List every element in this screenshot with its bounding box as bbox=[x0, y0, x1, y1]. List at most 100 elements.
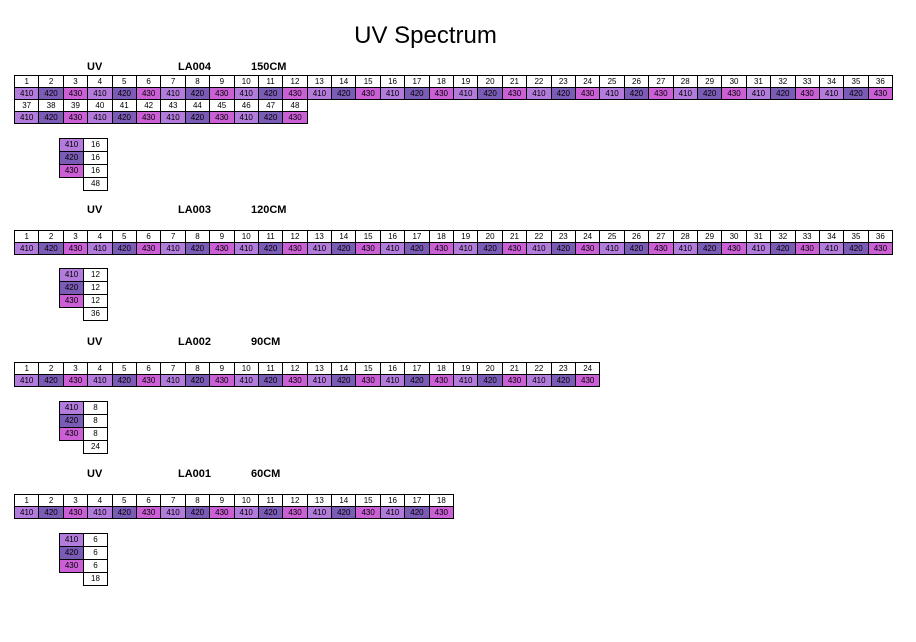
wavelength-value-cell[interactable]: 430 bbox=[355, 87, 381, 100]
wavelength-value-cell[interactable]: 410 bbox=[306, 374, 333, 387]
position-number-cell[interactable]: 29 bbox=[696, 75, 723, 88]
position-number-cell[interactable]: 34 bbox=[818, 230, 845, 243]
position-number-cell[interactable]: 21 bbox=[501, 230, 528, 243]
wavelength-value-cell[interactable]: 430 bbox=[209, 111, 235, 124]
wavelength-value-cell[interactable]: 430 bbox=[282, 506, 308, 519]
position-number-cell[interactable]: 1 bbox=[13, 230, 40, 243]
summary-wavelength-cell[interactable]: 410 bbox=[59, 533, 84, 547]
position-number-cell[interactable]: 24 bbox=[574, 362, 601, 375]
wavelength-value-cell[interactable]: 420 bbox=[843, 87, 869, 100]
wavelength-value-cell[interactable]: 410 bbox=[453, 374, 479, 387]
wavelength-value-cell[interactable]: 420 bbox=[550, 374, 576, 387]
wavelength-value-cell[interactable]: 410 bbox=[233, 242, 259, 255]
wavelength-value-cell[interactable]: 430 bbox=[867, 87, 894, 100]
position-number-cell[interactable]: 12 bbox=[282, 230, 308, 243]
position-number-cell[interactable]: 36 bbox=[867, 230, 894, 243]
position-number-cell[interactable]: 12 bbox=[282, 75, 308, 88]
position-number-cell[interactable]: 46 bbox=[233, 99, 259, 112]
wavelength-value-cell[interactable]: 430 bbox=[62, 374, 89, 387]
position-number-cell[interactable]: 17 bbox=[404, 230, 430, 243]
wavelength-value-cell[interactable]: 430 bbox=[574, 242, 601, 255]
position-number-cell[interactable]: 16 bbox=[379, 362, 406, 375]
wavelength-value-cell[interactable]: 430 bbox=[648, 87, 674, 100]
wavelength-value-cell[interactable]: 420 bbox=[623, 242, 650, 255]
position-number-cell[interactable]: 9 bbox=[209, 75, 235, 88]
position-number-cell[interactable]: 15 bbox=[355, 230, 381, 243]
position-number-cell[interactable]: 35 bbox=[843, 75, 869, 88]
wavelength-value-cell[interactable]: 420 bbox=[111, 242, 137, 255]
position-number-cell[interactable]: 18 bbox=[428, 75, 455, 88]
position-number-cell[interactable]: 19 bbox=[453, 75, 479, 88]
wavelength-value-cell[interactable]: 430 bbox=[282, 87, 308, 100]
position-number-cell[interactable]: 7 bbox=[160, 362, 186, 375]
position-number-cell[interactable]: 2 bbox=[38, 494, 64, 507]
wavelength-value-cell[interactable]: 410 bbox=[87, 242, 113, 255]
position-number-cell[interactable]: 15 bbox=[355, 494, 381, 507]
summary-count-cell[interactable]: 6 bbox=[83, 533, 108, 547]
position-number-cell[interactable]: 10 bbox=[233, 494, 259, 507]
wavelength-value-cell[interactable]: 430 bbox=[721, 87, 747, 100]
wavelength-value-cell[interactable]: 430 bbox=[282, 111, 308, 124]
wavelength-value-cell[interactable]: 410 bbox=[233, 87, 259, 100]
summary-wavelength-cell[interactable]: 420 bbox=[59, 546, 84, 560]
wavelength-value-cell[interactable]: 410 bbox=[672, 242, 698, 255]
position-number-cell[interactable]: 3 bbox=[62, 230, 89, 243]
position-number-cell[interactable]: 26 bbox=[623, 230, 650, 243]
position-number-cell[interactable]: 8 bbox=[184, 494, 211, 507]
wavelength-value-cell[interactable]: 430 bbox=[355, 242, 381, 255]
wavelength-value-cell[interactable]: 410 bbox=[160, 374, 186, 387]
wavelength-value-cell[interactable]: 410 bbox=[745, 87, 772, 100]
wavelength-value-cell[interactable]: 410 bbox=[13, 87, 40, 100]
position-number-cell[interactable]: 10 bbox=[233, 362, 259, 375]
wavelength-value-cell[interactable]: 410 bbox=[379, 242, 406, 255]
summary-count-cell[interactable]: 8 bbox=[83, 427, 108, 441]
wavelength-value-cell[interactable]: 420 bbox=[38, 87, 64, 100]
wavelength-value-cell[interactable]: 410 bbox=[233, 111, 259, 124]
wavelength-value-cell[interactable]: 410 bbox=[87, 374, 113, 387]
wavelength-value-cell[interactable]: 420 bbox=[111, 111, 137, 124]
position-number-cell[interactable]: 13 bbox=[306, 362, 333, 375]
position-number-cell[interactable]: 9 bbox=[209, 362, 235, 375]
wavelength-value-cell[interactable]: 410 bbox=[453, 87, 479, 100]
position-number-cell[interactable]: 1 bbox=[13, 75, 40, 88]
wavelength-value-cell[interactable]: 430 bbox=[648, 242, 674, 255]
position-number-cell[interactable]: 15 bbox=[355, 75, 381, 88]
position-number-cell[interactable]: 2 bbox=[38, 362, 64, 375]
position-number-cell[interactable]: 14 bbox=[331, 75, 357, 88]
position-number-cell[interactable]: 7 bbox=[160, 75, 186, 88]
wavelength-value-cell[interactable]: 410 bbox=[526, 374, 552, 387]
wavelength-value-cell[interactable]: 410 bbox=[745, 242, 772, 255]
summary-wavelength-cell[interactable]: 420 bbox=[59, 281, 84, 295]
wavelength-value-cell[interactable]: 420 bbox=[696, 242, 723, 255]
wavelength-value-cell[interactable]: 420 bbox=[111, 374, 137, 387]
position-number-cell[interactable]: 13 bbox=[306, 494, 333, 507]
position-number-cell[interactable]: 32 bbox=[770, 230, 796, 243]
position-number-cell[interactable]: 18 bbox=[428, 494, 455, 507]
wavelength-value-cell[interactable]: 410 bbox=[672, 87, 698, 100]
position-number-cell[interactable]: 35 bbox=[843, 230, 869, 243]
position-number-cell[interactable]: 24 bbox=[574, 75, 601, 88]
position-number-cell[interactable]: 4 bbox=[87, 75, 113, 88]
position-number-cell[interactable]: 1 bbox=[13, 494, 40, 507]
position-number-cell[interactable]: 17 bbox=[404, 494, 430, 507]
position-number-cell[interactable]: 18 bbox=[428, 362, 455, 375]
summary-wavelength-cell[interactable]: 420 bbox=[59, 151, 84, 165]
wavelength-value-cell[interactable]: 420 bbox=[38, 111, 64, 124]
wavelength-value-cell[interactable]: 420 bbox=[404, 506, 430, 519]
wavelength-value-cell[interactable]: 420 bbox=[257, 506, 284, 519]
wavelength-value-cell[interactable]: 430 bbox=[209, 506, 235, 519]
position-number-cell[interactable]: 3 bbox=[62, 75, 89, 88]
position-number-cell[interactable]: 25 bbox=[599, 230, 625, 243]
wavelength-value-cell[interactable]: 420 bbox=[184, 87, 211, 100]
summary-count-cell[interactable]: 16 bbox=[83, 164, 108, 178]
position-number-cell[interactable]: 37 bbox=[13, 99, 40, 112]
position-number-cell[interactable]: 4 bbox=[87, 362, 113, 375]
wavelength-value-cell[interactable]: 430 bbox=[501, 87, 528, 100]
wavelength-value-cell[interactable]: 420 bbox=[331, 87, 357, 100]
wavelength-value-cell[interactable]: 420 bbox=[184, 111, 211, 124]
wavelength-value-cell[interactable]: 410 bbox=[13, 374, 40, 387]
wavelength-value-cell[interactable]: 420 bbox=[477, 87, 503, 100]
wavelength-value-cell[interactable]: 430 bbox=[428, 374, 455, 387]
wavelength-value-cell[interactable]: 430 bbox=[135, 242, 162, 255]
position-number-cell[interactable]: 21 bbox=[501, 362, 528, 375]
